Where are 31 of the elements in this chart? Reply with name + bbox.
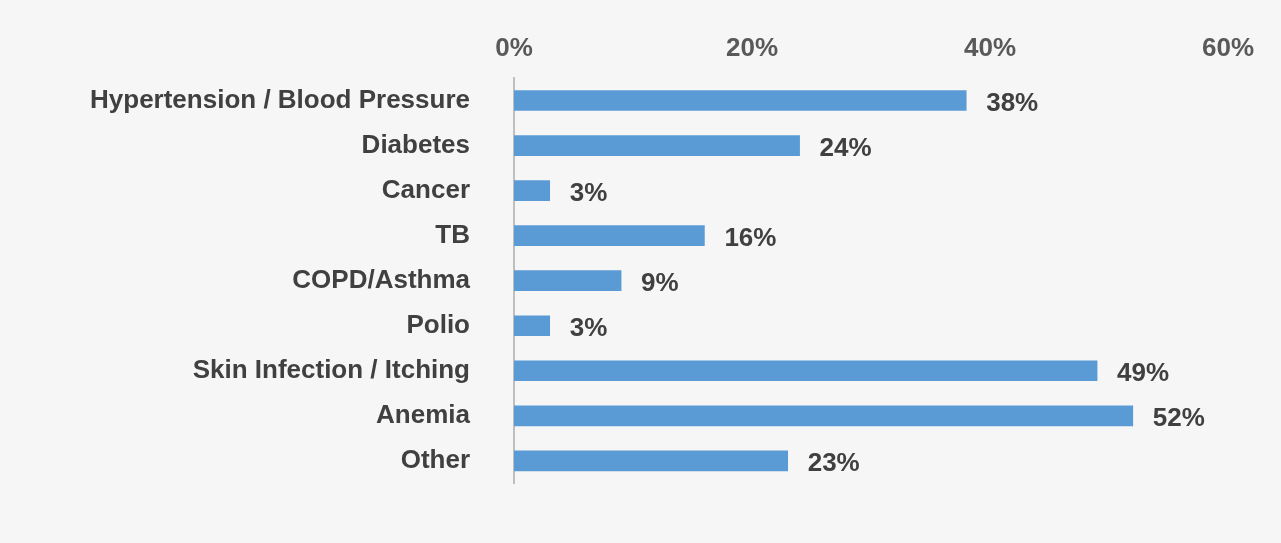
data-label: 16%	[724, 221, 777, 252]
bar	[514, 315, 551, 337]
data-label: 24%	[819, 131, 872, 162]
data-label: 3%	[569, 311, 608, 342]
x-tick-label: 40%	[963, 31, 1017, 62]
bar	[514, 405, 1134, 427]
data-label: 52%	[1152, 402, 1205, 433]
y-tick-label: Diabetes	[361, 128, 470, 159]
y-tick-label: Skin Infection / Itching	[192, 353, 470, 384]
data-label: 49%	[1117, 356, 1170, 387]
x-tick-label: 0%	[495, 31, 533, 62]
data-label: 38%	[986, 86, 1039, 117]
y-tick-label: Anemia	[376, 399, 471, 430]
bar	[514, 360, 1098, 382]
y-tick-label: TB	[435, 218, 470, 249]
data-label: 23%	[807, 447, 860, 478]
data-label: 9%	[641, 266, 679, 297]
x-tick-label: 60%	[1201, 31, 1255, 62]
bar	[514, 270, 622, 292]
bar	[514, 135, 800, 156]
bar	[514, 90, 967, 111]
y-tick-label: COPD/Asthma	[292, 263, 471, 294]
y-tick-label: Hypertension / Blood Pressure	[90, 83, 470, 114]
bar	[514, 450, 789, 472]
y-tick-label: Other	[400, 444, 470, 475]
x-tick-label: 20%	[725, 31, 779, 62]
bar	[514, 180, 551, 201]
bar	[514, 225, 705, 246]
data-label: 3%	[569, 176, 608, 207]
y-tick-label: Polio	[406, 308, 470, 339]
y-tick-label: Cancer	[381, 173, 470, 204]
